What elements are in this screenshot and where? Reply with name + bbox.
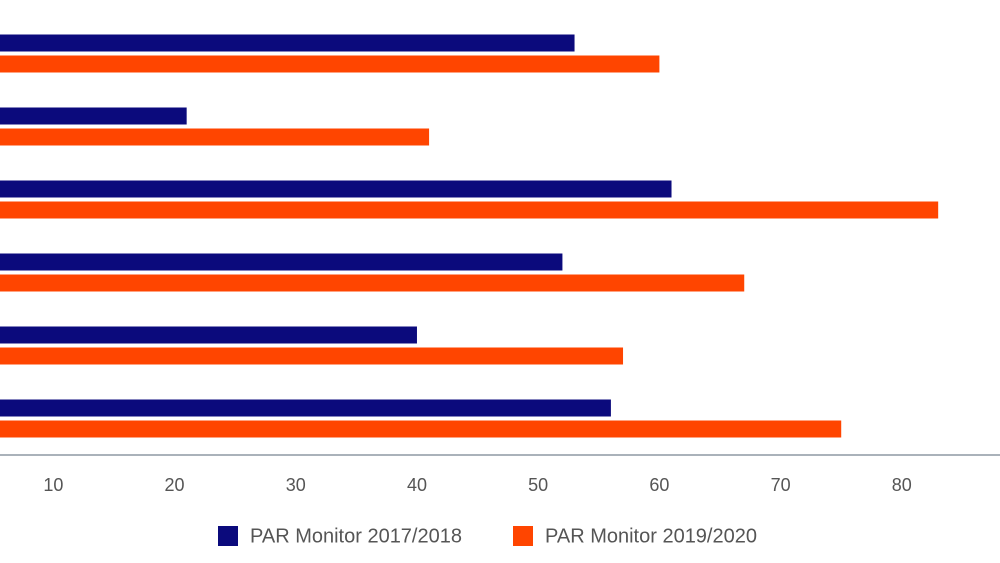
x-tick-label: 40 [407,475,427,495]
x-tick-label: 30 [286,475,306,495]
x-tick-label: 60 [649,475,669,495]
bar [0,399,611,417]
bar [0,180,672,198]
x-tick-label: 80 [892,475,912,495]
bar [0,347,624,365]
legend-swatch [218,526,238,546]
x-tick-label: 10 [43,475,63,495]
legend-swatch [513,526,533,546]
bar [0,128,430,146]
bar [0,253,563,271]
bar [0,274,745,292]
legend-label: PAR Monitor 2017/2018 [250,525,462,547]
bar [0,107,187,125]
bar [0,55,660,73]
x-tick-label: 70 [771,475,791,495]
bar [0,34,575,52]
bar [0,420,842,438]
bar [0,326,417,344]
bar [0,201,939,219]
x-tick-label: 20 [165,475,185,495]
x-tick-label: 50 [528,475,548,495]
legend-label: PAR Monitor 2019/2020 [545,525,757,547]
